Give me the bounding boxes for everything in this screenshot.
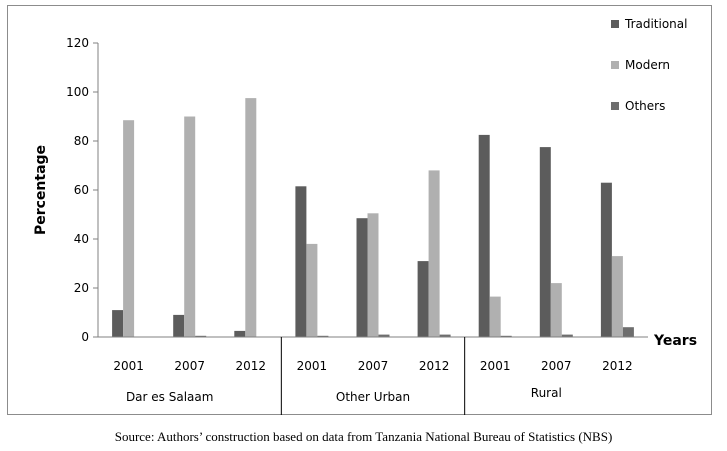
legend-swatch-modern: [611, 61, 619, 69]
bar-others: [317, 335, 329, 337]
bar-modern: [550, 283, 562, 337]
x-axis-title: Years: [653, 333, 697, 349]
x-tick-label: 2001: [113, 359, 144, 373]
bars-layer: [112, 98, 634, 337]
bar-others: [622, 327, 634, 337]
x-tick-label: 2012: [236, 359, 267, 373]
bar-others: [500, 335, 512, 337]
x-tick-label: 2007: [541, 359, 572, 373]
legend-swatch-others: [611, 102, 619, 110]
legend: Traditional Modern Others: [611, 17, 687, 113]
x-tick-label: 2012: [419, 359, 450, 373]
bar-traditional: [295, 186, 307, 337]
y-tick-label: 20: [74, 281, 89, 295]
bar-others: [439, 334, 451, 337]
bar-traditional: [234, 330, 246, 337]
bar-traditional: [600, 182, 612, 337]
bar-modern: [245, 98, 257, 337]
y-tick-label: 60: [74, 183, 89, 197]
y-tick-label: 80: [74, 134, 89, 148]
group-label: Rural: [531, 386, 562, 400]
bar-traditional: [356, 218, 368, 337]
legend-swatch-traditional: [611, 20, 619, 28]
axis-layer: 0 20 40 60 80 100 120 2001 2007 2012 Dar es Salaam…: [66, 36, 648, 415]
bar-modern: [367, 213, 379, 337]
y-axis-title: Percentage: [33, 145, 49, 235]
x-tick-label: 2001: [297, 359, 328, 373]
bar-modern: [306, 243, 318, 337]
legend-label-others: Others: [625, 99, 665, 113]
bar-modern: [123, 120, 135, 337]
y-tick-label: 100: [66, 85, 89, 99]
bar-modern: [428, 170, 440, 337]
x-tick-label: 2007: [358, 359, 389, 373]
y-tick-label: 40: [74, 232, 89, 246]
x-tick-label: 2001: [480, 359, 511, 373]
legend-label-modern: Modern: [625, 58, 670, 72]
bar-others: [195, 335, 207, 337]
group-label: Dar es Salaam: [126, 390, 214, 404]
bar-modern: [611, 256, 623, 337]
bar-others: [378, 334, 390, 337]
x-tick-label: 2012: [602, 359, 633, 373]
y-tick-label: 120: [66, 36, 89, 50]
bar-modern: [184, 116, 196, 337]
bar-modern: [489, 296, 501, 337]
bar-traditional: [539, 147, 551, 337]
x-tick-label: 2007: [174, 359, 205, 373]
bar-others: [561, 334, 573, 337]
bar-traditional: [478, 134, 490, 337]
source-note: Source: Authors’ construction based on d…: [114, 429, 613, 444]
legend-label-traditional: Traditional: [624, 17, 687, 31]
y-tick-label: 0: [81, 330, 89, 344]
bar-traditional: [417, 261, 429, 337]
bar-traditional: [173, 314, 185, 337]
bar-chart: 0 20 40 60 80 100 120 2001 2007 2012 Dar es Salaam…: [33, 17, 697, 415]
bar-traditional: [112, 310, 124, 337]
group-label: Other Urban: [336, 390, 410, 404]
